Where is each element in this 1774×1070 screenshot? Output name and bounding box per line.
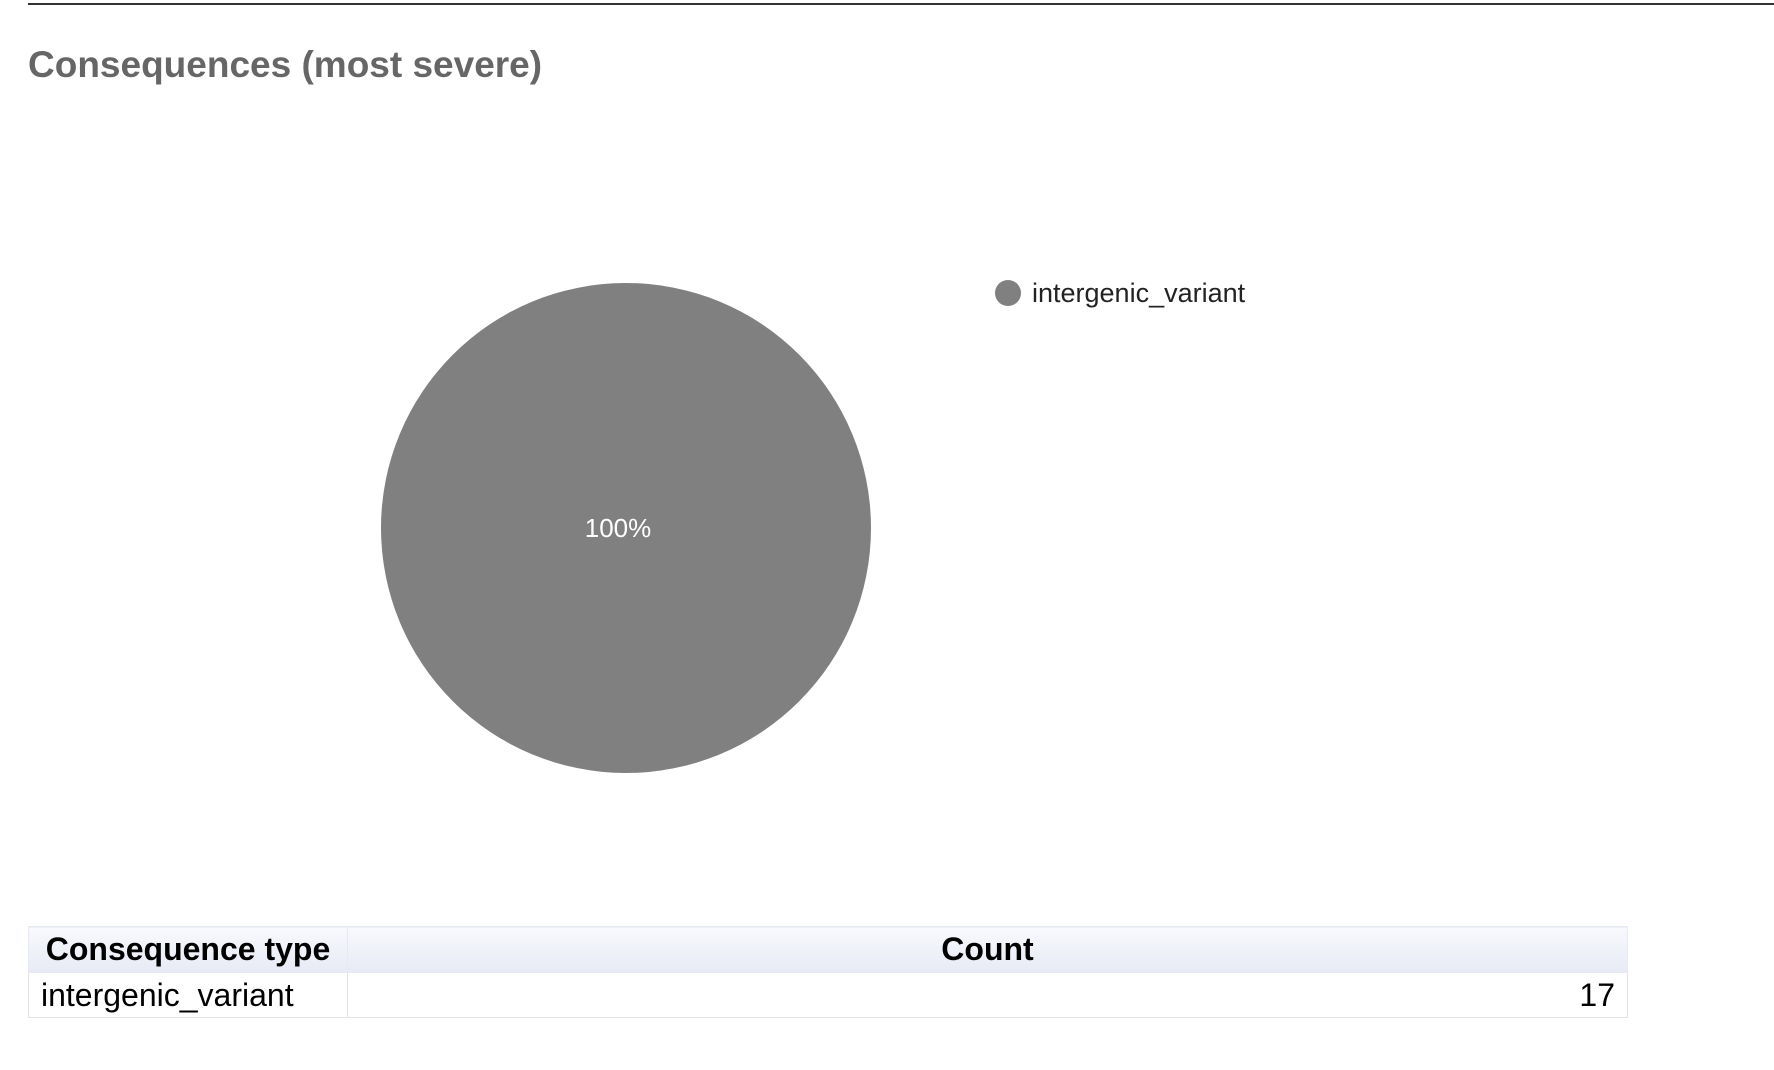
table-cell-count: 17	[347, 972, 1628, 1018]
section-title: Consequences (most severe)	[28, 44, 543, 85]
top-divider	[28, 3, 1774, 5]
table-row: intergenic_variant 17	[28, 972, 1628, 1018]
legend-marker-intergenic-variant	[995, 280, 1021, 306]
column-header-count[interactable]: Count	[347, 926, 1628, 973]
consequence-table: Consequence type Count intergenic_varian…	[28, 926, 1628, 1018]
legend-label-intergenic-variant: intergenic_variant	[1032, 278, 1246, 308]
table-cell-consequence-type: intergenic_variant	[28, 972, 348, 1018]
column-header-consequence-type[interactable]: Consequence type	[28, 926, 348, 973]
pie-slice-intergenic-variant	[381, 283, 871, 773]
consequences-pie-chart: 100% intergenic_variant	[381, 278, 1246, 773]
pie-slice-percent-label: 100%	[585, 513, 652, 543]
table-header-row: Consequence type Count	[28, 926, 1628, 973]
